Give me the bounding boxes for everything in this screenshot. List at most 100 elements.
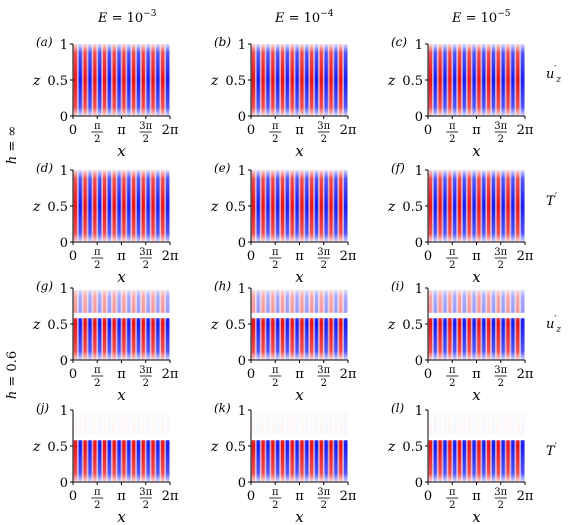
x-tick-label: 3π	[317, 121, 330, 132]
x-tick-label-denominator: 2	[449, 378, 455, 389]
fade-overlay	[428, 44, 525, 116]
x-tick-label: 2π	[340, 123, 357, 138]
x-tick-label: π	[295, 489, 304, 504]
x-tick-label-denominator: 2	[94, 134, 100, 145]
x-axis-label: x	[117, 268, 126, 286]
fade-overlay	[251, 410, 348, 482]
x-tick-label: 0	[247, 249, 255, 264]
x-tick-label: 2π	[517, 367, 534, 382]
x-tick-label: 3π	[139, 247, 152, 258]
x-tick-label: π	[117, 123, 126, 138]
y-tick-label: 1	[415, 404, 423, 419]
fade-overlay	[73, 288, 170, 360]
y-tick-label: 1	[238, 38, 246, 53]
y-axis-label: z	[32, 73, 41, 89]
column-header-3: E = 10−5	[451, 9, 511, 26]
y-axis-label: z	[32, 439, 41, 455]
y-tick-label: 0.5	[47, 74, 68, 89]
x-tick-label: 0	[69, 249, 77, 264]
x-tick-label: π	[272, 487, 279, 498]
y-tick-label: 1	[238, 282, 246, 297]
panel-letter: (h)	[214, 279, 231, 293]
y-tick-label: 0.5	[47, 200, 68, 215]
y-tick-label: 0	[238, 354, 246, 369]
panel-letter: (c)	[391, 35, 407, 49]
x-tick-label: π	[272, 365, 279, 376]
y-axis-label: z	[32, 317, 41, 333]
y-axis-label: z	[387, 317, 396, 333]
x-tick-label: 0	[69, 123, 77, 138]
x-tick-label: 0	[424, 367, 432, 382]
x-tick-label: 2π	[517, 249, 534, 264]
x-tick-label: π	[472, 249, 481, 264]
x-tick-label: 2π	[340, 489, 357, 504]
x-tick-label: π	[472, 123, 481, 138]
x-tick-label: 0	[69, 367, 77, 382]
y-tick-label: 0	[60, 110, 68, 125]
x-tick-label-denominator: 2	[498, 134, 504, 145]
x-axis-label: x	[295, 142, 304, 160]
x-tick-label: 0	[424, 123, 432, 138]
x-axis-label: x	[295, 386, 304, 404]
fade-overlay	[73, 170, 170, 242]
y-tick-label: 1	[60, 38, 68, 53]
y-tick-label: 0.5	[402, 318, 423, 333]
fade-overlay	[251, 288, 348, 360]
x-tick-label-denominator: 2	[321, 134, 327, 145]
y-tick-label: 0.5	[47, 440, 68, 455]
x-tick-label-denominator: 2	[449, 260, 455, 271]
y-tick-label: 1	[60, 164, 68, 179]
y-tick-label: 0	[60, 236, 68, 251]
x-tick-label-denominator: 2	[321, 378, 327, 389]
y-axis-label: z	[210, 73, 219, 89]
x-tick-label-denominator: 2	[94, 378, 100, 389]
x-tick-label-denominator: 2	[143, 500, 149, 511]
x-tick-label: π	[272, 121, 279, 132]
fade-overlay	[428, 410, 525, 482]
x-tick-label: 2π	[517, 489, 534, 504]
x-tick-label: 3π	[139, 487, 152, 498]
x-tick-label: 2π	[162, 249, 179, 264]
fade-overlay	[428, 288, 525, 360]
x-tick-label-denominator: 2	[498, 260, 504, 271]
x-tick-label: π	[295, 123, 304, 138]
y-axis-label: z	[210, 199, 219, 215]
panel-letter: (j)	[36, 401, 49, 415]
y-axis-label: z	[32, 199, 41, 215]
y-tick-label: 0.5	[47, 318, 68, 333]
column-header-1: E = 10−3	[97, 9, 157, 26]
x-tick-label: 3π	[494, 247, 507, 258]
x-tick-label: 2π	[340, 367, 357, 382]
y-tick-label: 0	[238, 236, 246, 251]
y-tick-label: 0.5	[225, 440, 246, 455]
x-tick-label: π	[94, 121, 101, 132]
y-tick-label: 0.5	[402, 74, 423, 89]
y-tick-label: 0.5	[402, 200, 423, 215]
panel-letter: (e)	[214, 161, 231, 175]
row-field-label-4: T′	[546, 442, 558, 459]
x-tick-label-denominator: 2	[143, 134, 149, 145]
x-tick-label: 2π	[162, 123, 179, 138]
x-tick-label-denominator: 2	[449, 500, 455, 511]
x-tick-label: 2π	[162, 367, 179, 382]
x-tick-label-denominator: 2	[143, 260, 149, 271]
x-tick-label-denominator: 2	[272, 134, 278, 145]
x-tick-label: 2π	[162, 489, 179, 504]
panel-letter: (i)	[391, 279, 405, 293]
y-tick-label: 0	[238, 476, 246, 491]
x-tick-label-denominator: 2	[272, 378, 278, 389]
x-axis-label: x	[472, 142, 481, 160]
x-tick-label: 3π	[139, 121, 152, 132]
x-tick-label: 0	[247, 489, 255, 504]
y-tick-label: 1	[238, 404, 246, 419]
y-tick-label: 0	[415, 354, 423, 369]
x-tick-label: π	[94, 487, 101, 498]
